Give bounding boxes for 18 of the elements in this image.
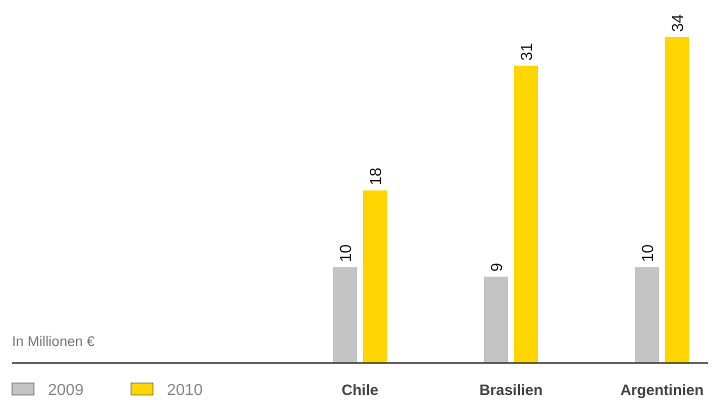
data-label: 31 xyxy=(519,42,536,61)
bar xyxy=(363,190,387,363)
bar xyxy=(333,267,357,363)
bar xyxy=(514,66,538,363)
data-label: 10 xyxy=(338,244,355,262)
bar xyxy=(484,276,508,363)
bar xyxy=(635,267,659,363)
data-label: 34 xyxy=(670,14,687,32)
legend-label: 2009 xyxy=(48,382,84,399)
data-label: 10 xyxy=(640,244,657,262)
bar xyxy=(665,37,689,363)
data-label: 9 xyxy=(489,262,506,272)
text: In Millionen € xyxy=(12,333,95,349)
x-tick-label: Argentinien xyxy=(620,382,704,399)
x-tick-label: Chile xyxy=(342,382,378,399)
data-label: 18 xyxy=(368,168,385,186)
legend-label: 2010 xyxy=(167,382,203,399)
x-tick-label: Brasilien xyxy=(479,382,543,399)
